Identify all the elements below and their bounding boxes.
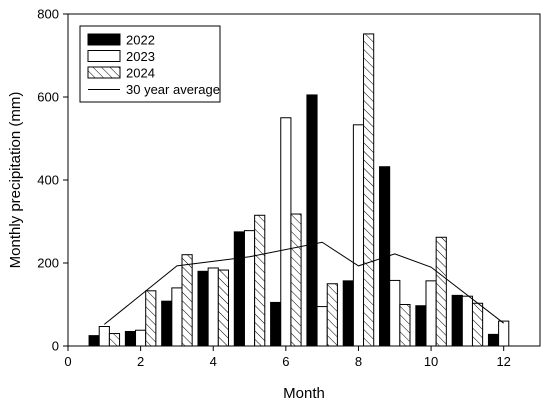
bar-2024-month-9 [399,304,411,347]
line-series-30-year-average [103,241,504,325]
bar-2024-month-10 [435,236,447,347]
bar-2023-month-9 [389,279,401,347]
legend-swatch-2022 [87,33,121,46]
y-tick-label: 200 [37,256,59,271]
legend-swatch-2024 [87,66,121,79]
bar-2022-month-6 [270,301,282,347]
bar-2022-month-1 [88,335,100,347]
bar-2024-month-2 [145,290,157,347]
bar-2024-month-11 [471,302,484,347]
bar-2024-month-5 [254,214,266,347]
bar-2023-month-5 [243,230,256,347]
y-tick-label: 800 [37,7,59,22]
y-axis-label: Monthly precipitation (mm) [7,92,24,269]
bar-2023-month-1 [98,325,110,347]
x-tick-label: 4 [210,354,217,369]
bar-2023-month-10 [425,280,437,347]
bar-2023-month-3 [171,287,183,347]
bar-2023-month-12 [498,320,510,347]
legend-label: 2023 [126,49,155,64]
x-axis-label: Month [283,385,325,402]
bar-2022-month-5 [233,231,245,347]
x-tick-label: 12 [496,354,510,369]
bar-2023-month-4 [207,267,219,347]
bar-2024-month-1 [108,333,121,347]
bar-2022-month-7 [306,94,318,347]
bar-2022-month-2 [124,330,137,347]
bar-2022-month-3 [161,300,173,347]
bar-2023-month-8 [352,124,365,347]
bar-2022-month-10 [415,305,427,347]
plot-area [88,33,510,347]
x-tick-label: 6 [282,354,289,369]
axes: 0 2 4 6 8 10 12 0 200 400 600 800 [37,7,511,370]
y-tick-label: 600 [37,90,59,105]
y-tick-label: 0 [52,339,59,354]
bar-2024-month-6 [290,213,302,347]
legend-label: 2024 [126,66,155,81]
bar-2022-month-4 [197,270,209,347]
legend-label: 30 year average [126,82,220,97]
bar-2024-month-4 [217,269,229,347]
bar-2023-month-2 [135,329,147,347]
legend-label: 2022 [126,33,155,48]
legend-swatch-2023 [87,50,121,62]
x-tick-label: 2 [137,354,144,369]
bar-2024-month-7 [326,283,338,347]
bar-2023-month-6 [280,117,292,347]
bar-2024-month-8 [363,33,375,347]
bar-2022-month-11 [451,294,463,347]
bar-2023-month-7 [316,306,328,347]
bar-2022-month-12 [487,333,500,347]
y-tick-label: 400 [37,173,59,188]
bar-2022-month-8 [342,280,354,347]
x-tick-label: 10 [424,354,438,369]
x-tick-label: 8 [355,354,362,369]
x-tick-label: 0 [64,354,71,369]
bar-2023-month-11 [461,295,473,347]
bar-2024-month-3 [181,254,193,347]
